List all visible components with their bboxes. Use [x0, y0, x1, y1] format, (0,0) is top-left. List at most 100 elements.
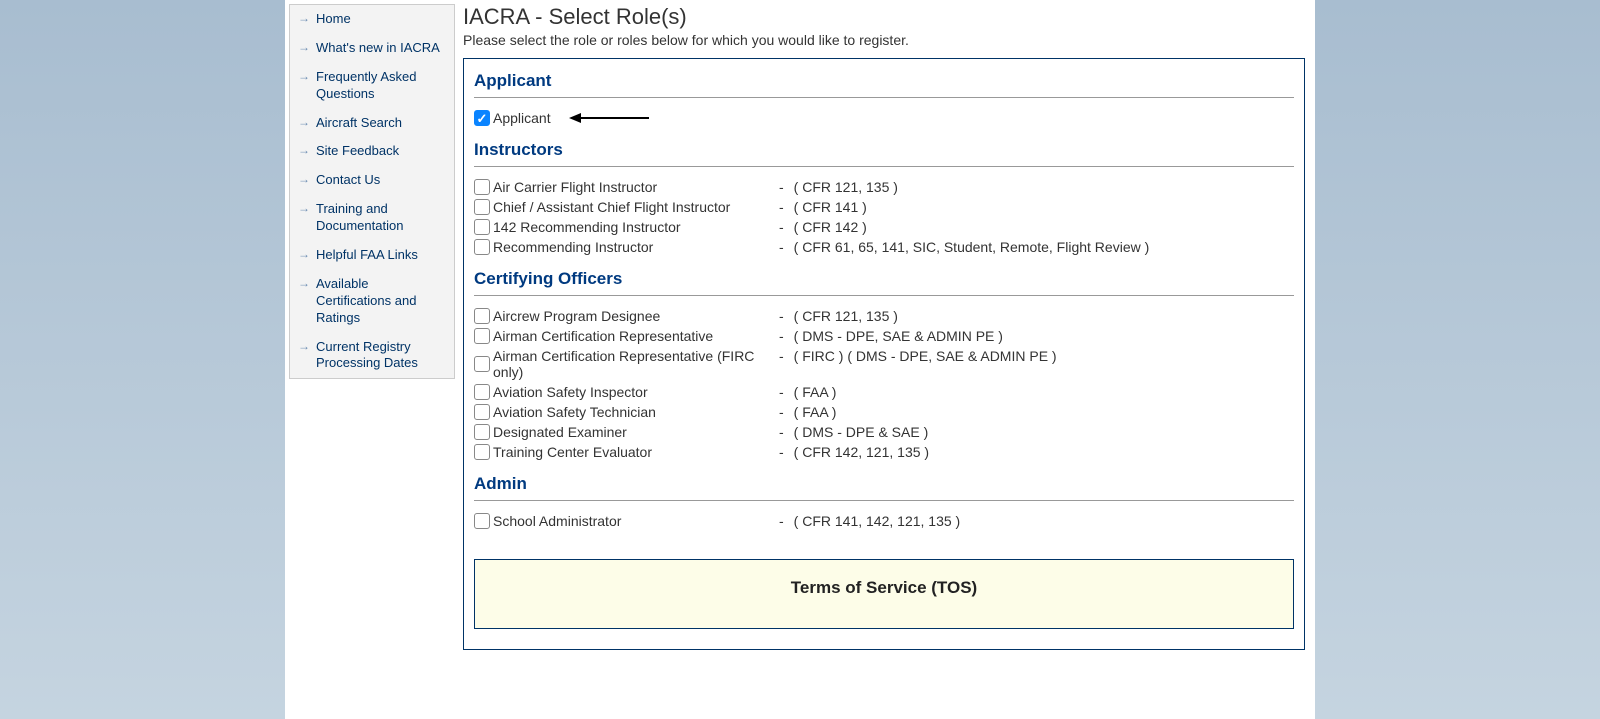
divider: [474, 295, 1294, 296]
tos-box: Terms of Service (TOS): [474, 559, 1294, 629]
arrow-icon: →: [298, 115, 310, 131]
sidebar-item-label: Helpful FAA Links: [316, 247, 418, 264]
dash: -: [779, 239, 784, 255]
role-cfr: ( FAA ): [794, 404, 837, 420]
role-row: Training Center Evaluator - ( CFR 142, 1…: [474, 444, 1294, 460]
sidebar-item-whats-new[interactable]: → What's new in IACRA: [290, 34, 454, 63]
checkbox-chief-instructor[interactable]: [474, 199, 490, 215]
sidebar-item-site-feedback[interactable]: → Site Feedback: [290, 137, 454, 166]
role-cfr: ( CFR 121, 135 ): [794, 179, 898, 195]
sidebar-item-home[interactable]: → Home: [290, 5, 454, 34]
role-row: Air Carrier Flight Instructor - ( CFR 12…: [474, 179, 1294, 195]
role-row: Aviation Safety Inspector - ( FAA ): [474, 384, 1294, 400]
role-cfr: ( CFR 141, 142, 121, 135 ): [794, 513, 961, 529]
checkbox-school-admin[interactable]: [474, 513, 490, 529]
sidebar-item-label: Contact Us: [316, 172, 380, 189]
arrow-icon: →: [298, 339, 310, 355]
dash: -: [779, 404, 784, 420]
checkbox-acr-firc[interactable]: [474, 356, 490, 372]
role-row: Chief / Assistant Chief Flight Instructo…: [474, 199, 1294, 215]
checkbox-designated-examiner[interactable]: [474, 424, 490, 440]
role-row: Aircrew Program Designee - ( CFR 121, 13…: [474, 308, 1294, 324]
sidebar-item-faa-links[interactable]: → Helpful FAA Links: [290, 241, 454, 270]
checkbox-asi[interactable]: [474, 384, 490, 400]
role-label: Airman Certification Representative (FIR…: [493, 348, 779, 380]
arrow-icon: →: [298, 247, 310, 263]
sidebar-item-faq[interactable]: → Frequently Asked Questions: [290, 63, 454, 109]
sidebar-item-label: Aircraft Search: [316, 115, 402, 132]
sidebar-item-label: Home: [316, 11, 351, 28]
role-label: Designated Examiner: [493, 424, 627, 440]
role-cfr: ( CFR 61, 65, 141, SIC, Student, Remote,…: [794, 239, 1150, 255]
dash: -: [779, 308, 784, 324]
arrow-icon: →: [298, 11, 310, 27]
role-label: Aviation Safety Inspector: [493, 384, 648, 400]
role-label: Applicant: [493, 110, 551, 126]
section-heading-certifying: Certifying Officers: [474, 269, 1294, 289]
sidebar-item-label: Site Feedback: [316, 143, 399, 160]
role-row: Designated Examiner - ( DMS - DPE & SAE …: [474, 424, 1294, 440]
role-label: Air Carrier Flight Instructor: [493, 179, 657, 195]
arrow-icon: →: [298, 201, 310, 217]
page-instruction: Please select the role or roles below fo…: [463, 32, 1305, 48]
sidebar-item-label: Frequently Asked Questions: [316, 69, 446, 103]
divider: [474, 500, 1294, 501]
checkbox-aircrew-designee[interactable]: [474, 308, 490, 324]
role-row-applicant: Applicant: [474, 110, 1294, 126]
checkbox-142-instructor[interactable]: [474, 219, 490, 235]
tos-title: Terms of Service (TOS): [485, 578, 1283, 598]
arrow-icon: →: [298, 69, 310, 85]
divider: [474, 166, 1294, 167]
checkbox-ast[interactable]: [474, 404, 490, 420]
role-cfr: ( DMS - DPE, SAE & ADMIN PE ): [794, 328, 1003, 344]
annotation-arrow-icon: [569, 111, 649, 125]
checkbox-air-carrier-instructor[interactable]: [474, 179, 490, 195]
role-cfr: ( CFR 141 ): [794, 199, 867, 215]
dash: -: [779, 384, 784, 400]
sidebar: → Home → What's new in IACRA → Frequentl…: [285, 0, 455, 719]
section-heading-admin: Admin: [474, 474, 1294, 494]
role-panel: Applicant Applicant Instructors: [463, 58, 1305, 650]
divider: [474, 97, 1294, 98]
role-label: Training Center Evaluator: [493, 444, 652, 460]
main-content: IACRA - Select Role(s) Please select the…: [455, 0, 1315, 719]
role-label: School Administrator: [493, 513, 621, 529]
sidebar-item-aircraft-search[interactable]: → Aircraft Search: [290, 109, 454, 138]
sidebar-item-label: Training and Documentation: [316, 201, 446, 235]
role-cfr: ( FIRC ) ( DMS - DPE, SAE & ADMIN PE ): [794, 348, 1057, 364]
role-label: Aviation Safety Technician: [493, 404, 656, 420]
checkbox-training-evaluator[interactable]: [474, 444, 490, 460]
dash: -: [779, 328, 784, 344]
checkbox-applicant[interactable]: [474, 110, 490, 126]
arrow-icon: →: [298, 40, 310, 56]
dash: -: [779, 348, 784, 364]
arrow-icon: →: [298, 276, 310, 292]
sidebar-item-contact[interactable]: → Contact Us: [290, 166, 454, 195]
sidebar-item-certifications[interactable]: → Available Certifications and Ratings: [290, 270, 454, 333]
role-row: Aviation Safety Technician - ( FAA ): [474, 404, 1294, 420]
role-cfr: ( CFR 142, 121, 135 ): [794, 444, 929, 460]
role-row: School Administrator - ( CFR 141, 142, 1…: [474, 513, 1294, 529]
role-row: Airman Certification Representative (FIR…: [474, 348, 1294, 380]
dash: -: [779, 219, 784, 235]
checkbox-recommending-instructor[interactable]: [474, 239, 490, 255]
role-cfr: ( DMS - DPE & SAE ): [794, 424, 929, 440]
role-label: Recommending Instructor: [493, 239, 653, 255]
arrow-icon: →: [298, 172, 310, 188]
section-heading-instructors: Instructors: [474, 140, 1294, 160]
dash: -: [779, 179, 784, 195]
dash: -: [779, 513, 784, 529]
sidebar-item-training-docs[interactable]: → Training and Documentation: [290, 195, 454, 241]
sidebar-item-label: Available Certifications and Ratings: [316, 276, 446, 327]
checkbox-acr[interactable]: [474, 328, 490, 344]
section-heading-applicant: Applicant: [474, 71, 1294, 91]
role-label: Chief / Assistant Chief Flight Instructo…: [493, 199, 730, 215]
page-title: IACRA - Select Role(s): [463, 4, 1305, 30]
role-row: Recommending Instructor - ( CFR 61, 65, …: [474, 239, 1294, 255]
dash: -: [779, 444, 784, 460]
role-cfr: ( FAA ): [794, 384, 837, 400]
role-label: Airman Certification Representative: [493, 328, 713, 344]
dash: -: [779, 424, 784, 440]
arrow-icon: →: [298, 143, 310, 159]
sidebar-item-registry-dates[interactable]: → Current Registry Processing Dates: [290, 333, 454, 379]
